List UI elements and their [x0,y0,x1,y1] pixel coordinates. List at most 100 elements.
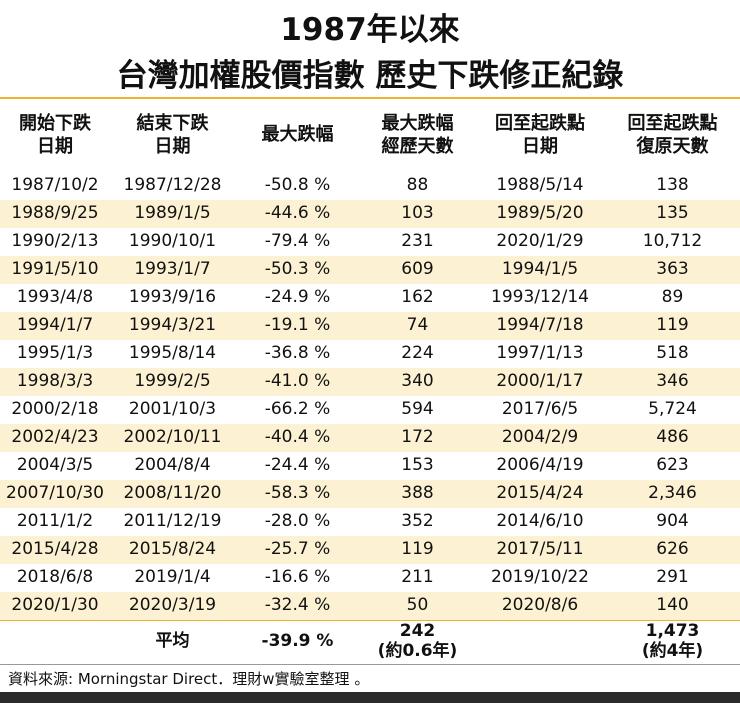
cell-text: 138 [656,175,689,196]
table-cell: 1995/1/3 [0,340,110,368]
average-text: 1,473 [645,621,700,642]
cell-text: 103 [401,203,434,224]
cell-text: 388 [401,483,434,504]
cell-text: 1993/1/7 [134,259,211,280]
column-header: 最大跌幅 經歷天數 [360,100,475,170]
table-cell: 50 [360,592,475,620]
table-cell: 2011/12/19 [110,508,235,536]
cell-text: 1994/7/18 [496,315,584,336]
table-cell: 1994/1/5 [475,256,605,284]
cell-text: 1987/10/2 [11,175,99,196]
row-stripe [0,536,740,564]
table-cell: 2020/8/6 [475,592,605,620]
cell-text: 1993/4/8 [16,287,94,308]
cell-text: 2020/1/29 [496,231,584,252]
cell-text: 231 [401,231,434,252]
header-line: 日期 [154,136,191,157]
cell-text: 2011/1/2 [16,511,94,532]
cell-text: 1994/1/5 [501,259,579,280]
cell-text: 5,724 [648,399,697,420]
table-cell: 2015/4/24 [475,480,605,508]
table-cell: 2001/10/3 [110,396,235,424]
table-cell: 904 [605,508,740,536]
table-cell: 2020/1/29 [475,228,605,256]
table-cell: 2017/6/5 [475,396,605,424]
cell-text: -24.9 % [264,287,331,308]
table-cell: 1999/2/5 [110,368,235,396]
cell-text: 2020/1/30 [11,595,99,616]
cell-text: -19.1 % [264,315,331,336]
cell-text: 352 [401,511,434,532]
cell-text: 486 [656,427,689,448]
cell-text: 2004/8/4 [134,455,211,476]
table-cell: 2007/10/30 [0,480,110,508]
table-cell: 1989/1/5 [110,200,235,228]
divider [0,97,740,99]
table-cell: 388 [360,480,475,508]
cell-text: 1994/1/7 [16,315,94,336]
header-line: 經歷天數 [381,136,454,157]
cell-text: 291 [656,567,689,588]
cell-text: 2015/4/24 [496,483,584,504]
table-cell: 74 [360,312,475,340]
table-cell: 162 [360,284,475,312]
cell-text: 153 [401,455,434,476]
table-cell: -58.3 % [235,480,360,508]
table-cell: 626 [605,536,740,564]
column-header: 開始下跌 日期 [0,100,110,170]
table-cell: -16.6 % [235,564,360,592]
table-cell: 231 [360,228,475,256]
cell-text: 2017/5/11 [496,539,584,560]
table-cell: 346 [605,368,740,396]
table-cell: 2015/8/24 [110,536,235,564]
cell-text: 1995/8/14 [128,343,217,364]
table-cell: 211 [360,564,475,592]
cell-text: 89 [661,287,684,308]
table-cell: 2017/5/11 [475,536,605,564]
table-cell: 1994/7/18 [475,312,605,340]
header-line: 日期 [37,136,73,157]
table-cell: 1987/12/28 [110,172,235,200]
cell-text: 2000/1/17 [496,371,584,392]
cell-text: 1993/9/16 [128,287,217,308]
cell-text: 2018/6/8 [16,567,94,588]
table-cell: -24.9 % [235,284,360,312]
cell-text: 1988/9/25 [11,203,99,224]
cell-text: 1990/2/13 [11,231,99,252]
cell-text: 10,712 [642,231,703,252]
title: 1987年以來 [280,12,460,48]
header-line: 開始下跌 [19,112,91,134]
table-cell: 2004/2/9 [475,424,605,452]
cell-text: 119 [401,539,434,560]
cell-text: 626 [656,539,689,560]
table-cell: 518 [605,340,740,368]
cell-text: 119 [656,315,689,336]
divider [0,664,740,665]
cell-text: 623 [656,455,689,476]
cell-text: 1989/1/5 [134,203,211,224]
header-line: 最大跌幅 [261,124,334,146]
table-cell: 2,346 [605,480,740,508]
cell-text: -44.6 % [264,203,331,224]
cell-text: 1990/10/1 [128,231,217,252]
cell-text: 2004/3/5 [16,455,94,476]
average-text: 242 [399,621,436,642]
table-cell: 1995/8/14 [110,340,235,368]
cell-text: 2015/8/24 [128,539,217,560]
table-cell: 88 [360,172,475,200]
column-header: 回至起跌點 日期 [475,100,605,170]
cell-text: 1987/12/28 [123,175,222,196]
table-cell: 2002/4/23 [0,424,110,452]
cell-text: -40.4 % [264,427,331,448]
table-cell: 2008/11/20 [110,480,235,508]
table-cell: 103 [360,200,475,228]
cell-text: 2007/10/30 [6,483,104,504]
table-cell: 2000/1/17 [475,368,605,396]
table-cell: 2019/1/4 [110,564,235,592]
table-cell: 153 [360,452,475,480]
table-cell: 1989/5/20 [475,200,605,228]
row-stripe [0,312,740,340]
table-cell: 5,724 [605,396,740,424]
table-cell: 340 [360,368,475,396]
table-cell: 352 [360,508,475,536]
